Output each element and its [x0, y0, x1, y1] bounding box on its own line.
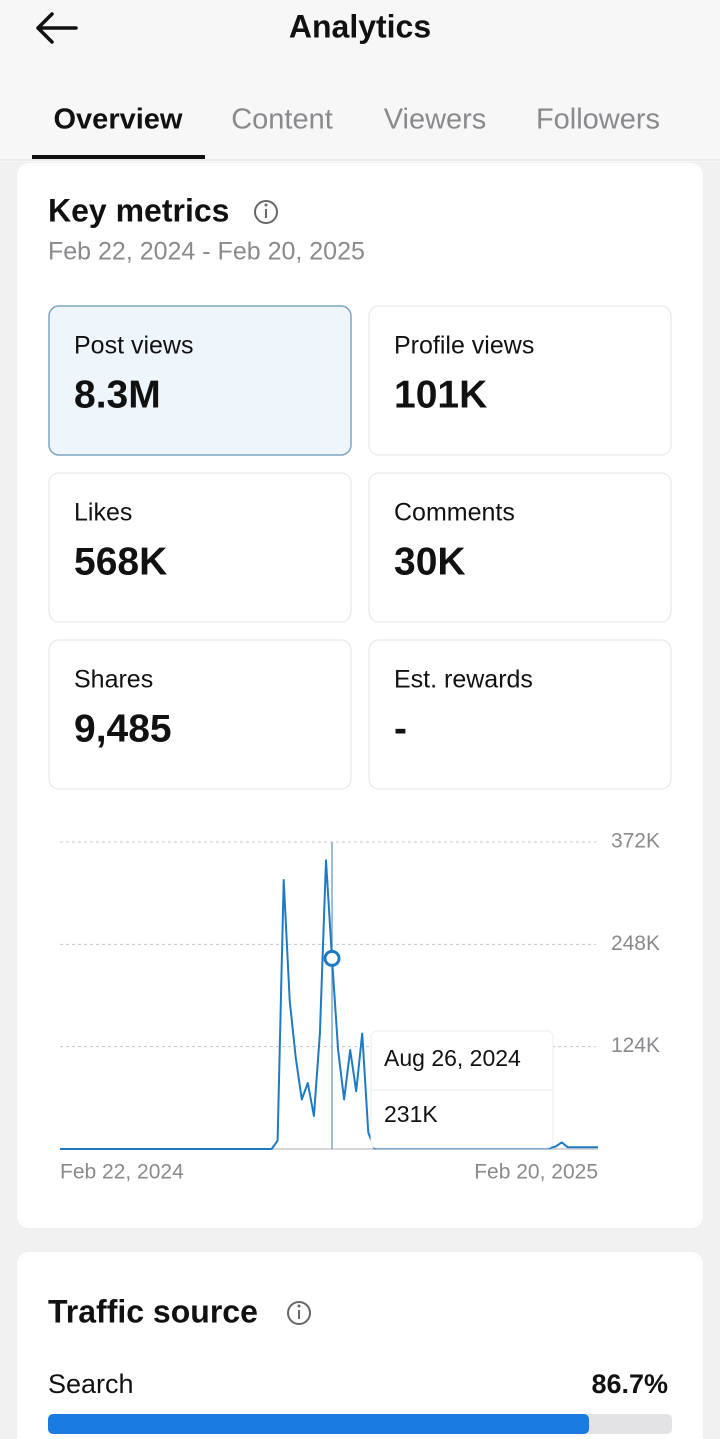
- tooltip-value: 231K: [384, 1101, 438, 1127]
- metric-label: Comments: [394, 499, 515, 527]
- y-tick-label: 372K: [611, 830, 660, 853]
- metric-label: Shares: [74, 666, 153, 694]
- metric-label: Likes: [74, 499, 132, 527]
- source-name: Search: [48, 1369, 134, 1399]
- tab[interactable]: Viewers: [384, 104, 487, 136]
- metric-card[interactable]: [368, 305, 672, 456]
- x-tick-label: Feb 22, 2024: [60, 1161, 184, 1184]
- metric-label: Profile views: [394, 332, 534, 360]
- metric-value: 30K: [394, 540, 466, 583]
- info-icon[interactable]: [254, 200, 278, 224]
- y-tick-label: 124K: [611, 1034, 660, 1057]
- section-title: Key metrics: [48, 192, 229, 228]
- metric-value: 101K: [394, 373, 487, 416]
- info-icon[interactable]: [287, 1301, 311, 1325]
- info-icon-dot: [297, 1304, 301, 1308]
- metric-label: Est. rewards: [394, 666, 533, 694]
- metric-card[interactable]: [368, 639, 672, 790]
- date-range: Feb 22, 2024 - Feb 20, 2025: [48, 238, 365, 266]
- metric-label: Post views: [74, 332, 193, 360]
- tab[interactable]: Followers: [536, 104, 660, 136]
- metric-card[interactable]: [48, 639, 352, 790]
- section-title: Traffic source: [48, 1293, 258, 1329]
- metric-card[interactable]: [48, 472, 352, 623]
- back-button[interactable]: [36, 12, 78, 44]
- page-title: Analytics: [289, 8, 431, 44]
- source-percent: 86.7%: [591, 1369, 668, 1399]
- metric-card[interactable]: [48, 305, 352, 456]
- tooltip-date: Aug 26, 2024: [384, 1045, 521, 1071]
- y-tick-label: 248K: [611, 932, 660, 955]
- metric-value: -: [394, 707, 407, 750]
- info-icon-dot: [264, 203, 268, 207]
- top-bar: [0, 0, 720, 162]
- hover-point: [323, 949, 341, 967]
- x-tick-label: Feb 20, 2025: [474, 1161, 598, 1184]
- tab-underline: [32, 155, 205, 159]
- tab[interactable]: Overview: [54, 104, 183, 136]
- metric-card[interactable]: [368, 472, 672, 623]
- tab[interactable]: Content: [231, 104, 333, 136]
- traffic-card: [17, 1252, 703, 1439]
- progress-bar: [48, 1414, 590, 1434]
- metric-value: 8.3M: [74, 373, 161, 416]
- metric-value: 9,485: [74, 707, 172, 750]
- metric-value: 568K: [74, 540, 167, 583]
